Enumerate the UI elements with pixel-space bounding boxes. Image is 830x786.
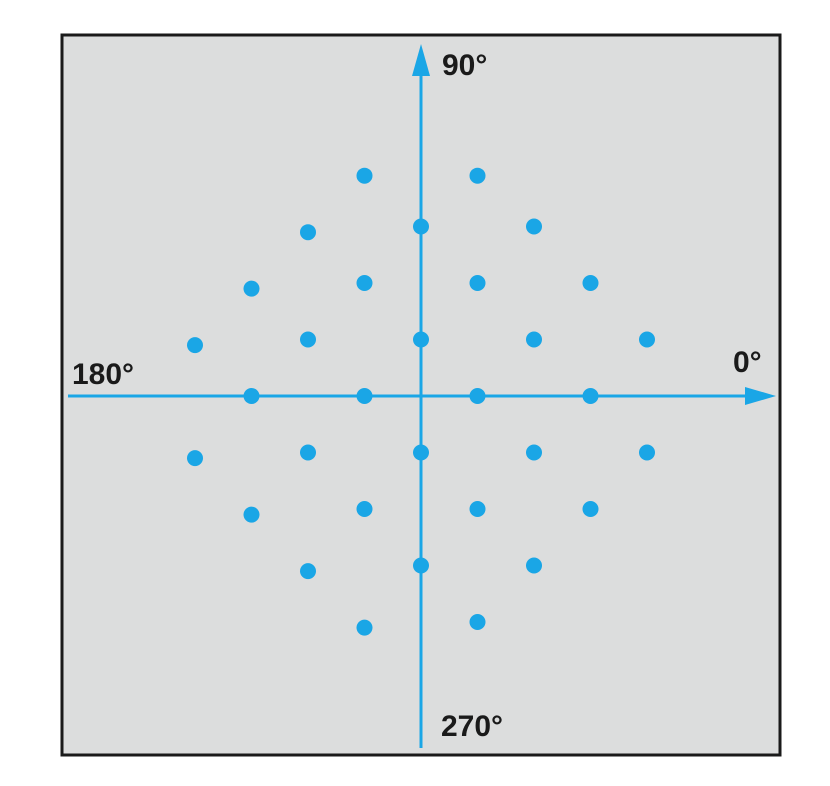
constellation-point (187, 450, 203, 467)
constellation-point (300, 563, 316, 580)
constellation-point (300, 224, 316, 241)
constellation-point (526, 331, 542, 348)
axis-label-90: 90° (442, 49, 487, 82)
constellation-point (300, 444, 316, 461)
constellation-point (469, 167, 486, 184)
constellation-point (356, 501, 373, 517)
constellation-point (413, 218, 429, 235)
constellation-point (582, 501, 599, 517)
constellation-point (469, 388, 486, 404)
constellation-point (582, 275, 599, 291)
constellation-point (413, 557, 429, 574)
constellation-point (243, 388, 260, 404)
constellation-point (243, 506, 260, 523)
constellation-point (356, 275, 373, 291)
constellation-point (526, 557, 542, 574)
constellation-point (187, 337, 203, 354)
horizontal-axis-arrow-icon (745, 387, 776, 405)
constellation-point (469, 275, 486, 291)
horizontal-axis (68, 387, 776, 405)
constellation-point (582, 388, 599, 404)
constellation-points (187, 167, 655, 636)
constellation-point (243, 280, 260, 297)
constellation-point (526, 218, 542, 235)
constellation-point (639, 444, 655, 461)
axis-label-180: 180° (72, 358, 134, 391)
constellation-point (300, 331, 316, 348)
constellation-point (413, 444, 429, 461)
vertical-axis-arrow-icon (412, 44, 430, 76)
constellation-point (469, 614, 486, 630)
constellation-point (526, 444, 542, 461)
axis-label-0: 0° (733, 346, 762, 379)
constellation-point (413, 331, 429, 348)
constellation-point (639, 331, 655, 348)
constellation-point (356, 167, 373, 184)
axis-label-270: 270° (441, 710, 503, 743)
constellation-point (469, 501, 486, 517)
vertical-axis (412, 44, 430, 748)
constellation-point (356, 388, 373, 404)
constellation-point (356, 619, 373, 636)
